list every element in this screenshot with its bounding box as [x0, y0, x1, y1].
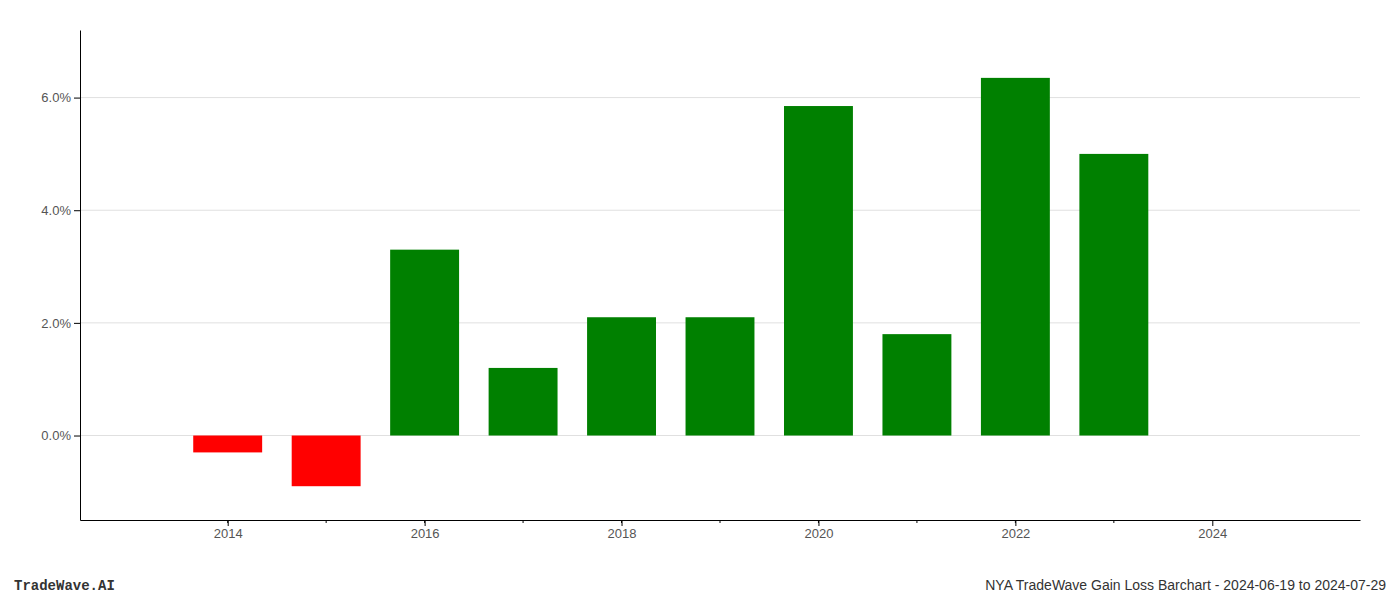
- x-tick-label: 2018: [608, 526, 637, 541]
- grid-line: [80, 97, 1360, 98]
- x-minor-tick: [1015, 520, 1016, 523]
- y-tick-label: 4.0%: [41, 203, 71, 218]
- x-minor-tick: [818, 520, 819, 523]
- y-tick: 2.0%: [41, 316, 80, 331]
- chart-svg: 0.0% 2.0% 4.0% 6.0% 2014 2016 2018 2020 2022 2024…: [0, 0, 1400, 600]
- x-tick-mark: [622, 520, 623, 526]
- y-axis: 0.0% 2.0% 4.0% 6.0%: [41, 31, 80, 521]
- bar: [489, 368, 558, 436]
- y-tick-mark: [74, 210, 80, 211]
- bar: [587, 317, 656, 435]
- chart-container: 0.0% 2.0% 4.0% 6.0% 2014 2016 2018 2020 2022 2024…: [0, 0, 1400, 600]
- x-tick-label: 2020: [805, 526, 834, 541]
- x-tick-label: 2024: [1198, 526, 1227, 541]
- y-tick: 0.0%: [41, 428, 80, 443]
- x-tick: 2018: [608, 520, 637, 541]
- bar: [193, 436, 262, 453]
- y-tick-mark: [74, 436, 80, 437]
- bar: [882, 334, 951, 435]
- x-tick-mark: [818, 520, 819, 526]
- bar: [981, 78, 1050, 436]
- x-minor-tick: [523, 520, 524, 523]
- x-minor-tick: [227, 520, 228, 523]
- x-minor-tick: [720, 520, 721, 523]
- x-tick-mark: [228, 520, 229, 526]
- x-minor-tick: [916, 520, 917, 523]
- x-tick-label: 2022: [1001, 526, 1030, 541]
- x-tick: 2014: [214, 520, 243, 541]
- y-axis-line: [80, 31, 81, 521]
- x-tick-label: 2014: [214, 526, 243, 541]
- bar: [784, 106, 853, 435]
- bar: [686, 317, 755, 435]
- y-tick: 6.0%: [41, 90, 80, 105]
- y-tick-mark: [74, 323, 80, 324]
- x-tick: 2024: [1198, 520, 1227, 541]
- footer-text: TradeWave.AI: [14, 578, 115, 594]
- x-minor-ticks: [228, 520, 1114, 523]
- y-tick-mark: [74, 98, 80, 99]
- bar: [292, 436, 361, 487]
- plot-area: [193, 78, 1148, 486]
- bar: [1079, 154, 1148, 436]
- x-tick-label: 2016: [411, 526, 440, 541]
- y-tick-label: 0.0%: [41, 428, 71, 443]
- bar: [390, 250, 459, 436]
- x-tick: 2022: [1001, 520, 1030, 541]
- x-tick: 2020: [805, 520, 834, 541]
- x-tick-mark: [1212, 520, 1213, 526]
- y-tick-label: 6.0%: [41, 90, 71, 105]
- x-axis: 2014 2016 2018 2020 2022 2024: [81, 520, 1361, 541]
- x-minor-tick: [424, 520, 425, 523]
- x-tick-mark: [1015, 520, 1016, 526]
- footer-text: NYA TradeWave Gain Loss Barchart - 2024-…: [985, 577, 1386, 593]
- y-tick: 4.0%: [41, 203, 80, 218]
- grid-line: [80, 210, 1360, 211]
- grid: [80, 98, 1360, 436]
- x-tick: 2016: [411, 520, 440, 541]
- x-minor-tick: [326, 520, 327, 523]
- y-tick-label: 2.0%: [41, 316, 71, 331]
- x-minor-tick: [621, 520, 622, 523]
- x-tick-mark: [425, 520, 426, 526]
- x-minor-tick: [1113, 520, 1114, 523]
